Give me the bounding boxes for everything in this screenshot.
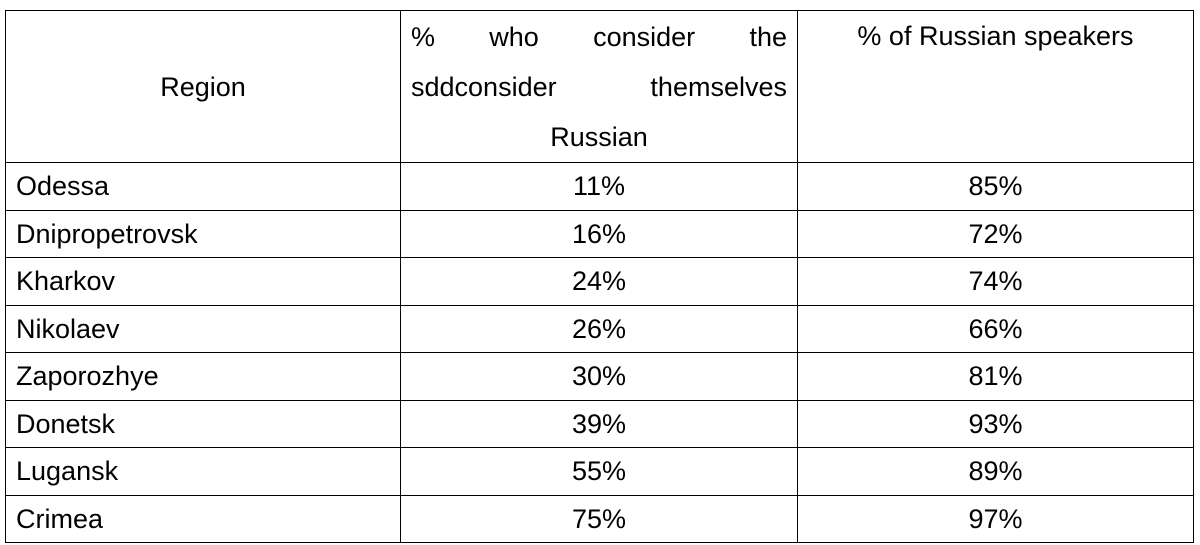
header-cell: % who consider the sddconsider themselve… [400,10,798,163]
header-row: Region% who consider the sddconsider the… [5,10,1194,163]
table-cell: Lugansk [5,447,401,496]
table-cell: 97% [797,494,1194,543]
data-table: Region% who consider the sddconsider the… [5,10,1194,543]
table-cell: 75% [400,494,798,543]
table-cell: 74% [797,257,1194,306]
table-cell: Zaporozhye [5,352,401,401]
table-cell: Odessa [5,162,401,211]
table-cell: Kharkov [5,257,401,306]
table-cell: 93% [797,399,1194,448]
table-cell: Nikolaev [5,304,401,353]
table-cell: 39% [400,399,798,448]
table-cell: 89% [797,447,1194,496]
table-cell: 24% [400,257,798,306]
table-row: Crimea 75% 97% [5,494,1194,543]
table-row: Nikolaev 26% 66% [5,304,1194,353]
table-cell: 55% [400,447,798,496]
table-cell: Dnipropetrovsk [5,209,401,258]
table-cell: 72% [797,209,1194,258]
table-row: Lugansk 55% 89% [5,447,1194,496]
table-row: Dnipropetrovsk 16% 72% [5,209,1194,258]
table-row: Zaporozhye 30% 81% [5,352,1194,401]
table-cell: 30% [400,352,798,401]
table-header: Region% who consider the sddconsider the… [5,10,1194,163]
header-cell: Region [5,10,401,163]
table-row: Odessa 11% 85% [5,162,1194,211]
table-cell: 66% [797,304,1194,353]
table-row: Donetsk 39% 93% [5,399,1194,448]
table-cell: 26% [400,304,798,353]
table-cell: 81% [797,352,1194,401]
header-cell: % of Russian speakers [797,10,1194,163]
table-body: Odessa 11% 85% Dnipropetrovsk 16% 72% Kharkov 2… [5,162,1194,543]
table-cell: Donetsk [5,399,401,448]
table-cell: 11% [400,162,798,211]
table-cell: 85% [797,162,1194,211]
table-cell: 16% [400,209,798,258]
table-row: Kharkov 24% 74% [5,257,1194,306]
table-cell: Crimea [5,494,401,543]
